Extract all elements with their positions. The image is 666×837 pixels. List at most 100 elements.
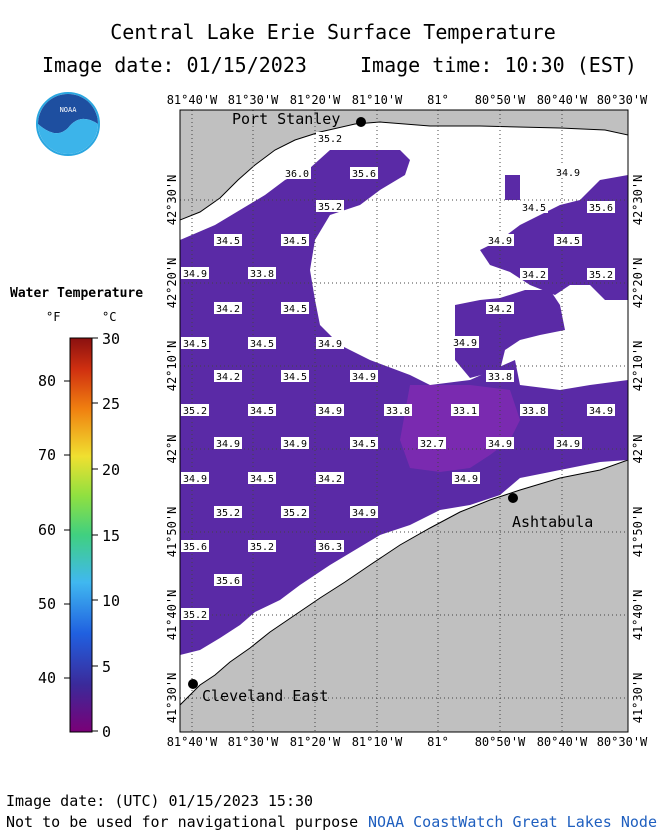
temperature-label: 35.6 <box>587 201 615 214</box>
temperature-label: 34.9 <box>214 437 242 450</box>
lon-label: 81° <box>427 93 449 107</box>
temperature-value: 34.5 <box>250 406 274 417</box>
city-ashtabula: Ashtabula <box>508 493 593 531</box>
temperature-value: 34.5 <box>250 339 274 350</box>
legend-f-tick: 50 <box>38 595 57 613</box>
legend-unit-f: °F <box>46 310 61 324</box>
lat-label: 41°40'N <box>165 590 179 641</box>
temperature-value: 34.9 <box>556 439 580 450</box>
temperature-label: 34.5 <box>214 234 242 247</box>
temperature-label: 34.9 <box>350 506 378 519</box>
temperature-label: 33.8 <box>486 370 514 383</box>
temperature-value: 35.2 <box>216 508 240 519</box>
temperature-label: 34.9 <box>554 166 582 179</box>
temperature-value: 35.2 <box>250 542 274 553</box>
temperature-label: 34.9 <box>181 472 209 485</box>
lat-label: 41°30'N <box>631 673 645 724</box>
temperature-value: 34.5 <box>556 236 580 247</box>
temperature-label: 34.5 <box>248 404 276 417</box>
temperature-label: 34.9 <box>316 404 344 417</box>
temperature-label: 35.2 <box>316 132 344 145</box>
lat-label: 41°50'N <box>165 507 179 558</box>
lon-labels-top: 81°40'W 81°30'W 81°20'W 81°10'W 81° 80°5… <box>167 93 648 107</box>
lon-label: 81°10'W <box>352 735 403 749</box>
temperature-value: 35.6 <box>183 542 207 553</box>
legend-unit-c: °C <box>102 310 117 324</box>
temperature-label: 35.2 <box>214 506 242 519</box>
temperature-label: 33.1 <box>451 404 479 417</box>
lon-label: 81°30'W <box>228 93 279 107</box>
temperature-value: 33.8 <box>386 406 410 417</box>
image-time: Image time: 10:30 (EST) <box>360 53 637 77</box>
footer-credit[interactable]: NOAA CoastWatch Great Lakes Node <box>368 813 657 831</box>
lat-labels-right: 42°30'N 42°20'N 42°10'N 42°N 41°50'N 41°… <box>631 175 645 724</box>
legend-f-tick: 70 <box>38 446 57 464</box>
temperature-label: 34.5 <box>248 337 276 350</box>
temperature-label: 34.5 <box>248 472 276 485</box>
temperature-label: 34.9 <box>451 336 479 349</box>
lat-label: 42°20'N <box>165 258 179 309</box>
lat-label: 42°10'N <box>165 341 179 392</box>
temperature-value: 33.8 <box>488 372 512 383</box>
temperature-label: 32.7 <box>418 437 446 450</box>
temperature-value: 33.8 <box>522 406 546 417</box>
temperature-value: 34.9 <box>318 339 342 350</box>
temperature-value: 34.5 <box>522 203 546 214</box>
temperature-label: 35.2 <box>181 404 209 417</box>
image-date: Image date: 01/15/2023 <box>42 53 307 77</box>
footer-disclaimer: Not to be used for navigational purpose <box>6 813 359 831</box>
lon-label: 81°20'W <box>290 93 341 107</box>
temperature-label: 36.0 <box>283 167 311 180</box>
city-label: Port Stanley <box>232 110 340 128</box>
temperature-label: 34.5 <box>554 234 582 247</box>
temperature-label: 33.8 <box>248 267 276 280</box>
temperature-label: 34.9 <box>486 234 514 247</box>
temperature-label: 34.2 <box>214 370 242 383</box>
temperature-label: 34.9 <box>350 370 378 383</box>
temperature-label: 35.2 <box>281 506 309 519</box>
lat-label: 41°50'N <box>631 507 645 558</box>
temperature-label: 34.2 <box>214 302 242 315</box>
temperature-label: 35.6 <box>350 167 378 180</box>
noaa-logo-text: NOAA <box>60 106 78 114</box>
temperature-value: 34.2 <box>318 474 342 485</box>
legend-f-tick: 80 <box>38 372 57 390</box>
temperature-value: 35.6 <box>589 203 613 214</box>
temperature-value: 34.2 <box>216 372 240 383</box>
temperature-value: 34.9 <box>556 168 580 179</box>
legend-f-tick: 60 <box>38 521 57 539</box>
temperature-label: 35.2 <box>316 200 344 213</box>
temperature-label: 34.9 <box>281 437 309 450</box>
lat-label: 42°30'N <box>631 175 645 226</box>
temperature-label: 34.9 <box>316 337 344 350</box>
lon-label: 81°40'W <box>167 93 218 107</box>
lat-labels-left: 42°30'N 42°20'N 42°10'N 42°N 41°50'N 41°… <box>165 175 179 724</box>
temperature-label: 34.9 <box>587 404 615 417</box>
temperature-value: 34.9 <box>488 236 512 247</box>
lon-label: 81°40'W <box>167 735 218 749</box>
map-area <box>180 110 628 732</box>
temperature-label: 34.9 <box>554 437 582 450</box>
temperature-label: 35.2 <box>248 540 276 553</box>
temperature-label: 34.5 <box>520 201 548 214</box>
temperature-value: 35.2 <box>318 134 342 145</box>
temperature-label: 34.9 <box>181 267 209 280</box>
temperature-label: 34.5 <box>281 302 309 315</box>
lat-label: 41°40'N <box>631 590 645 641</box>
temperature-label: 34.9 <box>486 437 514 450</box>
map-title: Central Lake Erie Surface Temperature <box>110 20 556 44</box>
temperature-label: 35.2 <box>181 608 209 621</box>
lat-label: 42°N <box>631 435 645 464</box>
temperature-value: 34.9 <box>283 439 307 450</box>
lon-label: 80°40'W <box>537 735 588 749</box>
temperature-value: 34.9 <box>352 508 376 519</box>
temperature-label: 35.6 <box>214 574 242 587</box>
legend-c-tick: 15 <box>102 527 121 545</box>
temperature-value: 34.5 <box>283 304 307 315</box>
lon-label: 80°30'W <box>597 93 648 107</box>
lat-label: 41°30'N <box>165 673 179 724</box>
city-port-stanley: Port Stanley <box>232 110 366 128</box>
temperature-value: 35.6 <box>352 169 376 180</box>
lat-label: 42°30'N <box>165 175 179 226</box>
